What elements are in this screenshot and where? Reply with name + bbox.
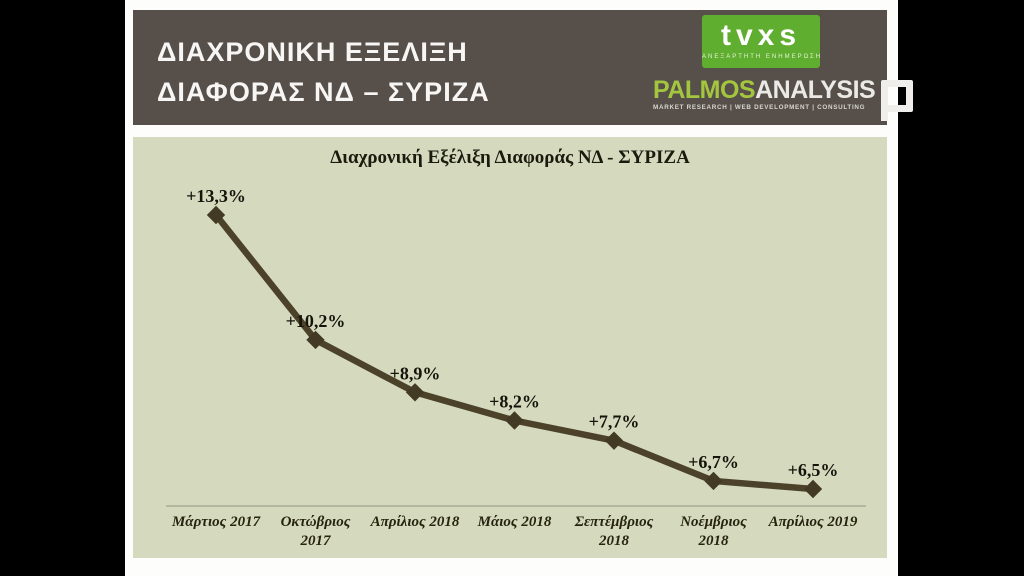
palmos-services-tagline: MARKET RESEARCH | WEB DEVELOPMENT | CONS… [653, 104, 866, 111]
palmos-p-icon [879, 77, 917, 125]
series-line [212, 211, 817, 493]
data-point-label: +10,2% [286, 311, 346, 331]
data-point-label: +13,3% [186, 186, 246, 206]
palmos-p-icon-bowl [881, 80, 914, 112]
data-point-label: +8,2% [489, 392, 540, 412]
data-point-marker [206, 205, 226, 225]
data-point-label: +6,5% [788, 460, 839, 480]
data-point-marker [604, 431, 624, 450]
data-point-marker [405, 383, 425, 402]
header-banner: ΔΙΑΧΡΟΝΙΚΗ ΕΞΕΛΙΞΗ ΔΙΑΦΟΡΑΣ ΝΔ – ΣΥΡΙΖΑ … [133, 10, 914, 125]
chart-title: Διαχρονική Εξέλιξη Διαφοράς ΝΔ - ΣΥΡΙΖΑ [330, 147, 690, 168]
data-point-marker [704, 471, 723, 491]
palmos-p-icon-stem [881, 107, 889, 121]
tvxs-logo-text: tvxs [720, 19, 802, 52]
page-title-line2: ΔΙΑΦΟΡΑΣ ΝΔ – ΣΥΡΙΖΑ [157, 77, 490, 107]
chart-area: Διαχρονική Εξέλιξη Διαφοράς ΝΔ - ΣΥΡΙΖΑ … [133, 137, 887, 558]
data-point-marker [306, 330, 325, 350]
tvxs-logo: tvxs ΑΝΕΞΑΡΤΗΤΗ ΕΝΗΜΕΡΩΣΗ [702, 15, 820, 68]
content-panel: ΔΙΑΧΡΟΝΙΚΗ ΕΞΕΛΙΞΗ ΔΙΑΦΟΡΑΣ ΝΔ – ΣΥΡΙΖΑ … [125, 0, 914, 576]
data-point-label: +6,7% [688, 452, 739, 472]
data-point-marker [803, 479, 823, 499]
tvxs-tagline: ΑΝΕΞΑΡΤΗΤΗ ΕΝΗΜΕΡΩΣΗ [702, 54, 823, 60]
line-chart: +13,3% +10,2% +8,9% +8,2% +7,7% +6,7% +6,5% [166, 186, 866, 507]
data-point-label: +8,9% [390, 363, 441, 383]
palmos-analysis-logo: PALMOSANALYSIS MARKET RESEARCH | WEB DEV… [653, 77, 917, 125]
palmos-logo-part2: ANALYSIS [755, 76, 876, 104]
data-point-label: +7,7% [589, 412, 640, 432]
page-title-line1: ΔΙΑΧΡΟΝΙΚΗ ΕΞΕΛΙΞΗ [157, 37, 468, 67]
page-title: ΔΙΑΧΡΟΝΙΚΗ ΕΞΕΛΙΞΗ ΔΙΑΦΟΡΑΣ ΝΔ – ΣΥΡΙΖΑ [157, 32, 490, 112]
palmos-logo-text: PALMOSANALYSIS MARKET RESEARCH | WEB DEV… [653, 76, 876, 111]
palmos-logo-name: PALMOSANALYSIS [653, 76, 876, 104]
data-point-marker [505, 411, 524, 430]
palmos-logo-part1: PALMOS [653, 76, 756, 104]
